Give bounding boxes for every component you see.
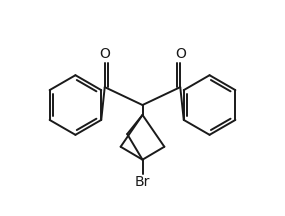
Text: O: O bbox=[175, 47, 186, 61]
Text: O: O bbox=[99, 47, 110, 61]
Text: Br: Br bbox=[135, 175, 150, 189]
